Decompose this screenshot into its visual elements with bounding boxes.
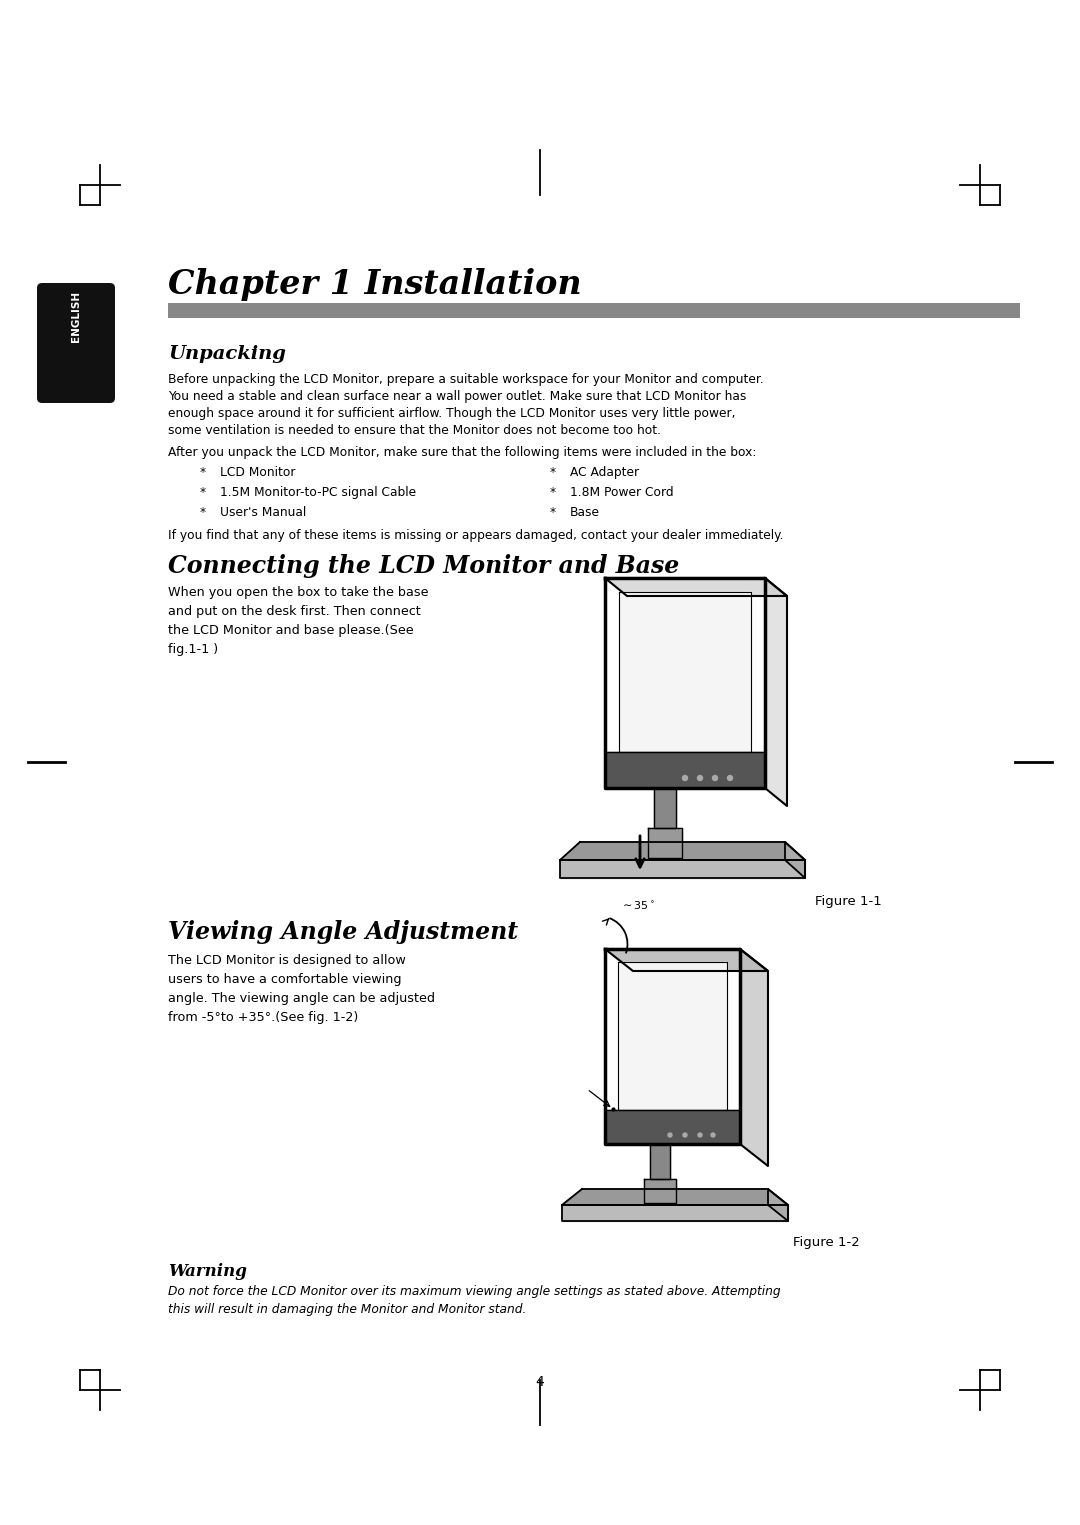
Circle shape (713, 776, 717, 781)
Circle shape (728, 776, 732, 781)
Text: users to have a comfortable viewing: users to have a comfortable viewing (168, 973, 402, 987)
Text: You need a stable and clean surface near a wall power outlet. Make sure that LCD: You need a stable and clean surface near… (168, 390, 746, 403)
Text: 4: 4 (536, 1376, 544, 1389)
Polygon shape (644, 1179, 676, 1203)
Text: Figure 1-2: Figure 1-2 (793, 1235, 860, 1249)
Polygon shape (648, 828, 681, 859)
Bar (168, 303, 1020, 319)
Text: enough space around it for sufficient airflow. Though the LCD Monitor uses very : enough space around it for sufficient ai… (168, 407, 735, 419)
Text: Base: Base (570, 506, 600, 518)
Text: Unpacking: Unpacking (168, 345, 286, 363)
Circle shape (711, 1133, 715, 1138)
Polygon shape (654, 788, 676, 828)
Text: If you find that any of these items is missing or appears damaged, contact your : If you find that any of these items is m… (168, 529, 783, 541)
Polygon shape (650, 1144, 670, 1179)
Text: *: * (550, 467, 556, 479)
Text: *: * (550, 506, 556, 518)
Text: fig.1-1 ): fig.1-1 ) (168, 644, 218, 656)
Text: AC Adapter: AC Adapter (570, 467, 639, 479)
Text: Viewing Angle Adjustment: Viewing Angle Adjustment (168, 920, 518, 944)
Polygon shape (561, 860, 805, 878)
Text: $\sim$35$^\circ$: $\sim$35$^\circ$ (620, 900, 656, 912)
Text: Figure 1-1: Figure 1-1 (815, 895, 881, 907)
Text: 1.5M Monitor-to-PC signal Cable: 1.5M Monitor-to-PC signal Cable (220, 486, 416, 499)
Text: the LCD Monitor and base please.(See: the LCD Monitor and base please.(See (168, 624, 414, 637)
Text: this will result in damaging the Monitor and Monitor stand.: this will result in damaging the Monitor… (168, 1302, 526, 1316)
Circle shape (669, 1133, 672, 1138)
Text: 1.8M Power Cord: 1.8M Power Cord (570, 486, 674, 499)
Text: The LCD Monitor is designed to allow: The LCD Monitor is designed to allow (168, 955, 406, 967)
Circle shape (698, 776, 702, 781)
Polygon shape (605, 949, 768, 971)
Polygon shape (740, 949, 768, 1167)
Polygon shape (765, 578, 787, 807)
Circle shape (683, 1133, 687, 1138)
Text: Before unpacking the LCD Monitor, prepare a suitable workspace for your Monitor : Before unpacking the LCD Monitor, prepar… (168, 374, 764, 386)
Polygon shape (605, 1110, 740, 1144)
Text: *: * (550, 486, 556, 499)
Circle shape (698, 1133, 702, 1138)
Text: Warning: Warning (168, 1263, 247, 1279)
Text: and put on the desk first. Then connect: and put on the desk first. Then connect (168, 605, 421, 618)
Text: Chapter 1 Installation: Chapter 1 Installation (168, 268, 582, 300)
Polygon shape (768, 1190, 788, 1222)
Polygon shape (605, 578, 787, 596)
Text: ENGLISH: ENGLISH (71, 291, 81, 342)
Text: some ventilation is needed to ensure that the Monitor does not become too hot.: some ventilation is needed to ensure tha… (168, 424, 661, 438)
Polygon shape (561, 842, 805, 860)
Text: from -5°to +35°.(See fig. 1-2): from -5°to +35°.(See fig. 1-2) (168, 1011, 359, 1023)
Polygon shape (605, 752, 765, 788)
Polygon shape (562, 1205, 788, 1222)
Polygon shape (618, 962, 727, 1110)
Text: Connecting the LCD Monitor and Base: Connecting the LCD Monitor and Base (168, 554, 679, 578)
Polygon shape (562, 1190, 788, 1205)
Text: *: * (200, 467, 206, 479)
Text: *: * (200, 486, 206, 499)
Text: When you open the box to take the base: When you open the box to take the base (168, 586, 429, 599)
Polygon shape (619, 592, 751, 752)
FancyBboxPatch shape (37, 284, 114, 403)
Text: LCD Monitor: LCD Monitor (220, 467, 296, 479)
Text: Do not force the LCD Monitor over its maximum viewing angle settings as stated a: Do not force the LCD Monitor over its ma… (168, 1286, 781, 1298)
Text: angle. The viewing angle can be adjusted: angle. The viewing angle can be adjusted (168, 991, 435, 1005)
Text: After you unpack the LCD Monitor, make sure that the following items were includ: After you unpack the LCD Monitor, make s… (168, 445, 756, 459)
Text: *: * (200, 506, 206, 518)
Text: User's Manual: User's Manual (220, 506, 307, 518)
Polygon shape (785, 842, 805, 878)
Circle shape (683, 776, 688, 781)
